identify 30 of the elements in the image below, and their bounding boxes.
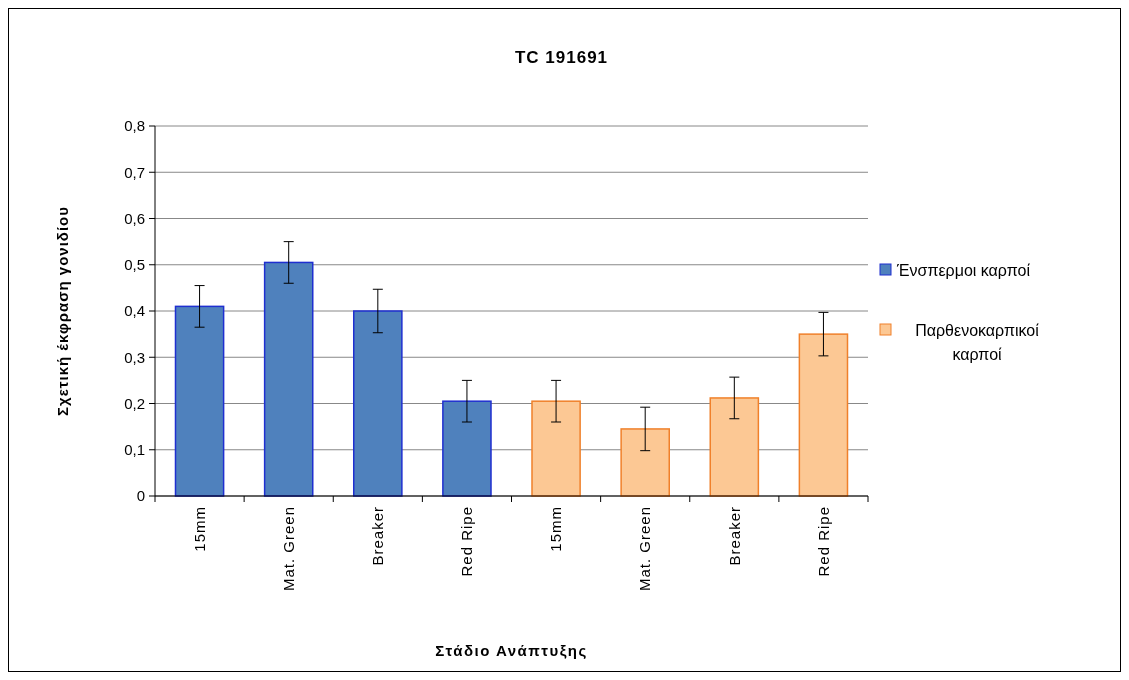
y-tick-label: 0,8 xyxy=(124,117,145,135)
y-tick-label: 0,7 xyxy=(124,163,145,181)
y-tick-label: 0,1 xyxy=(124,441,145,458)
y-tick-label: 0,6 xyxy=(124,209,145,227)
x-tick-label: 15mm xyxy=(547,506,565,552)
x-tick-label: Red Ripe xyxy=(814,506,832,577)
bar xyxy=(174,305,225,497)
y-tick-label: 0,5 xyxy=(124,256,145,273)
x-tick-label: 15mm xyxy=(190,506,208,552)
bar xyxy=(442,400,492,497)
y-tick-label: 0 xyxy=(136,487,145,505)
x-tick-label: Breaker xyxy=(725,506,743,566)
bar xyxy=(531,400,581,497)
x-axis-title: Στάδιο Ανάπτυξης xyxy=(435,642,588,659)
x-tick-label: Mat. Green xyxy=(636,506,654,592)
y-tick-label: 0,3 xyxy=(124,348,145,366)
chart-title: TC 191691 xyxy=(514,48,609,67)
bar xyxy=(798,333,849,497)
x-tick-label: Breaker xyxy=(369,506,387,566)
y-axis-title: Σχετική έκφραση γονιδίου xyxy=(54,206,71,416)
bar xyxy=(709,397,760,497)
x-tick-label: Mat. Green xyxy=(279,506,297,592)
y-tick-label: 0,2 xyxy=(124,394,145,412)
x-tick-label: Red Ripe xyxy=(458,506,476,577)
y-tick-label: 0,4 xyxy=(124,302,145,320)
legend-label: Παρθενοκαρπικοί καρποί xyxy=(915,321,1040,363)
legend-label: Ένσπερμοι καρποί xyxy=(896,261,1031,279)
bar xyxy=(263,261,314,497)
bar xyxy=(353,310,403,497)
bar xyxy=(620,428,670,497)
